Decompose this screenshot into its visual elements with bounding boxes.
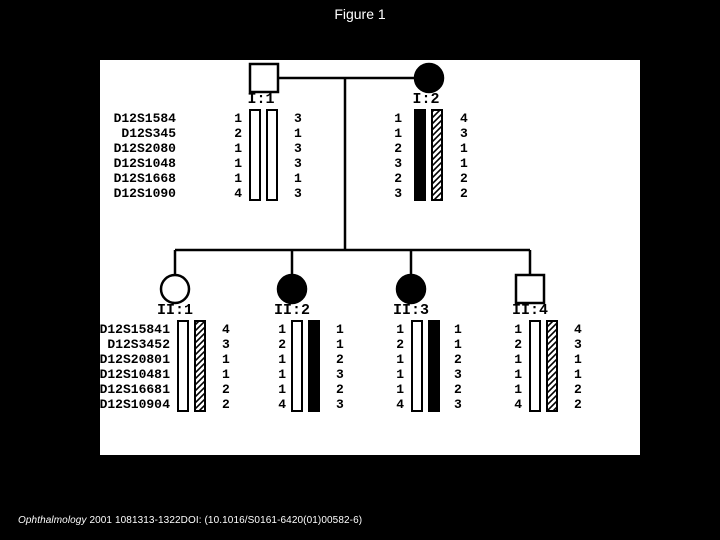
svg-text:3: 3 [454,397,462,412]
svg-text:2: 2 [396,337,404,352]
svg-text:1: 1 [222,367,230,382]
svg-text:1: 1 [574,352,582,367]
svg-text:2: 2 [336,382,344,397]
svg-text:D12S1048: D12S1048 [114,156,177,171]
svg-text:D12S1048: D12S1048 [100,367,162,382]
svg-text:II:4: II:4 [512,302,548,319]
svg-text:D12S1584: D12S1584 [100,322,162,337]
svg-text:D12S1090: D12S1090 [100,397,162,412]
svg-text:I:1: I:1 [247,91,274,108]
svg-text:3: 3 [460,126,468,141]
svg-text:1: 1 [514,367,522,382]
svg-text:2: 2 [454,352,462,367]
figure-title: Figure 1 [0,6,720,22]
svg-text:1: 1 [454,337,462,352]
citation-journal: Ophthalmology [18,515,87,526]
svg-text:D12S1584: D12S1584 [114,111,177,126]
svg-text:3: 3 [294,141,302,156]
svg-text:1: 1 [574,367,582,382]
svg-text:1: 1 [162,322,170,337]
svg-text:2: 2 [278,337,286,352]
svg-text:D12S1668: D12S1668 [100,382,162,397]
svg-text:D12S1090: D12S1090 [114,186,177,201]
svg-text:1: 1 [162,367,170,382]
svg-text:4: 4 [278,397,286,412]
svg-text:1: 1 [278,382,286,397]
svg-text:1: 1 [278,367,286,382]
svg-text:1: 1 [454,322,462,337]
svg-text:2: 2 [460,186,468,201]
svg-text:2: 2 [574,382,582,397]
svg-text:2: 2 [574,397,582,412]
svg-text:II:2: II:2 [274,302,310,319]
svg-text:2: 2 [394,141,402,156]
svg-text:4: 4 [234,186,242,201]
svg-text:1: 1 [396,382,404,397]
svg-text:3: 3 [394,186,402,201]
svg-text:3: 3 [454,367,462,382]
svg-text:1: 1 [222,352,230,367]
svg-text:2: 2 [514,337,522,352]
svg-text:2: 2 [336,352,344,367]
svg-text:3: 3 [574,337,582,352]
svg-text:3: 3 [336,397,344,412]
svg-text:1: 1 [394,126,402,141]
svg-text:1: 1 [294,171,302,186]
svg-text:D12S1668: D12S1668 [114,171,177,186]
svg-text:1: 1 [278,352,286,367]
svg-text:4: 4 [574,322,582,337]
svg-text:1: 1 [162,352,170,367]
svg-text:2: 2 [222,397,230,412]
svg-text:1: 1 [514,352,522,367]
svg-text:2: 2 [234,126,242,141]
svg-text:D12S345: D12S345 [107,337,162,352]
svg-text:1: 1 [294,126,302,141]
svg-text:1: 1 [460,141,468,156]
svg-text:2: 2 [222,382,230,397]
svg-text:I:2: I:2 [412,91,439,108]
citation: Ophthalmology 2001 1081313-1322DOI: (10.… [18,515,362,526]
svg-text:4: 4 [460,111,468,126]
svg-text:1: 1 [396,322,404,337]
svg-text:2: 2 [454,382,462,397]
svg-text:1: 1 [336,337,344,352]
svg-text:4: 4 [162,397,170,412]
svg-text:2: 2 [394,171,402,186]
svg-text:3: 3 [294,156,302,171]
svg-text:1: 1 [460,156,468,171]
svg-text:3: 3 [336,367,344,382]
svg-text:1: 1 [514,382,522,397]
svg-text:1: 1 [234,141,242,156]
svg-text:II:3: II:3 [393,302,429,319]
svg-text:2: 2 [162,337,170,352]
svg-text:2: 2 [460,171,468,186]
svg-text:3: 3 [394,156,402,171]
svg-text:D12S345: D12S345 [121,126,176,141]
svg-text:4: 4 [222,322,230,337]
svg-text:D12S2080: D12S2080 [114,141,177,156]
svg-text:II:1: II:1 [157,302,193,319]
citation-text: 2001 1081313-1322DOI: (10.1016/S0161-642… [87,515,363,526]
svg-text:4: 4 [514,397,522,412]
svg-text:1: 1 [396,352,404,367]
svg-text:3: 3 [294,111,302,126]
page: Figure 1 I:1I:2132113131143141321312232D… [0,0,720,540]
svg-text:1: 1 [396,367,404,382]
svg-text:1: 1 [336,322,344,337]
svg-text:1: 1 [234,171,242,186]
svg-text:1: 1 [234,111,242,126]
svg-text:1: 1 [514,322,522,337]
svg-text:1: 1 [278,322,286,337]
svg-text:3: 3 [222,337,230,352]
svg-text:4: 4 [396,397,404,412]
svg-text:D12S2080: D12S2080 [100,352,162,367]
svg-text:1: 1 [394,111,402,126]
pedigree-diagram: I:1I:2132113131143141321312232D12S1584D1… [100,60,640,455]
svg-text:3: 3 [294,186,302,201]
svg-text:1: 1 [234,156,242,171]
svg-text:1: 1 [162,382,170,397]
